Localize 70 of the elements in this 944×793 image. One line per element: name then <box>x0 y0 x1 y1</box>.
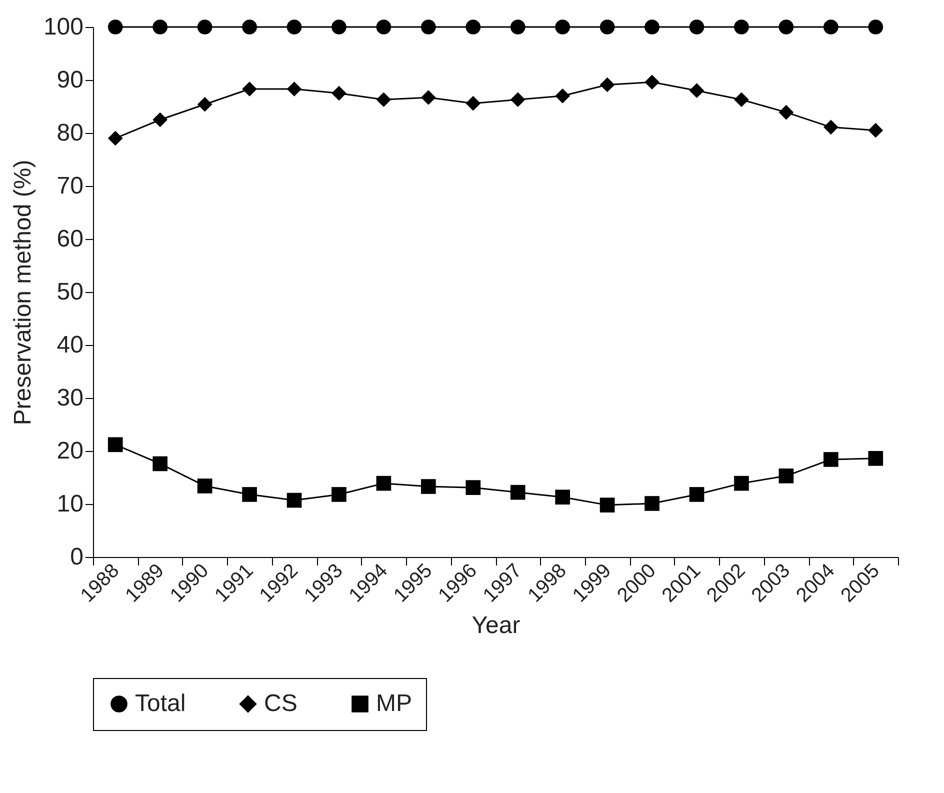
point <box>778 468 794 484</box>
point <box>689 487 704 502</box>
point <box>332 20 346 34</box>
point <box>332 487 346 502</box>
point <box>778 104 794 120</box>
point <box>376 20 392 34</box>
y-tick-label: 100 <box>43 14 84 40</box>
legend-label: MP <box>376 690 412 717</box>
point <box>152 20 168 34</box>
point <box>108 130 123 146</box>
y-tick-label: 80 <box>56 120 84 146</box>
point <box>466 96 481 111</box>
y-tick-label: 20 <box>56 438 84 464</box>
point <box>868 122 884 138</box>
point <box>108 437 123 452</box>
y-tick-label: 30 <box>56 384 84 412</box>
point <box>734 476 749 491</box>
y-tick-label: 10 <box>56 490 84 518</box>
point <box>689 83 704 98</box>
point <box>555 20 570 34</box>
point <box>555 490 570 505</box>
point <box>510 20 526 34</box>
point <box>197 96 212 112</box>
point <box>421 479 436 494</box>
point <box>510 92 526 108</box>
point <box>600 498 615 512</box>
point <box>824 120 838 135</box>
point <box>644 496 660 511</box>
point <box>644 20 660 34</box>
y-tick-label: 60 <box>56 226 84 252</box>
point <box>778 20 794 34</box>
y-tick-label: 70 <box>56 172 84 200</box>
point <box>108 20 123 34</box>
point <box>286 82 302 96</box>
point <box>689 20 704 34</box>
point <box>197 478 212 494</box>
point <box>466 20 481 34</box>
y-tick-label: 50 <box>56 278 84 306</box>
legend-label: CS <box>264 690 298 717</box>
point <box>421 90 436 105</box>
point <box>555 88 570 104</box>
point <box>242 20 257 34</box>
point <box>734 20 749 34</box>
point <box>242 82 257 96</box>
point <box>510 484 526 500</box>
point <box>197 20 212 34</box>
x-axis-title: Year <box>472 612 520 640</box>
point <box>600 20 615 34</box>
point <box>734 92 749 108</box>
point <box>824 20 838 34</box>
y-tick-label: 0 <box>70 544 84 570</box>
y-tick-label: 40 <box>56 332 84 358</box>
point <box>421 20 436 34</box>
y-axis-title: Preservation method (%) <box>9 160 36 426</box>
legend-label: Total <box>135 690 186 717</box>
point <box>466 480 481 495</box>
point <box>376 476 392 491</box>
point <box>242 487 257 502</box>
point <box>824 452 838 467</box>
point <box>332 86 346 101</box>
point <box>600 77 615 92</box>
point <box>286 20 302 34</box>
point <box>376 92 392 108</box>
y-tick-label: 90 <box>56 66 84 94</box>
point <box>868 451 884 466</box>
point <box>644 74 660 90</box>
point <box>152 112 168 128</box>
point <box>152 456 168 472</box>
point <box>286 492 302 508</box>
point <box>868 20 884 34</box>
